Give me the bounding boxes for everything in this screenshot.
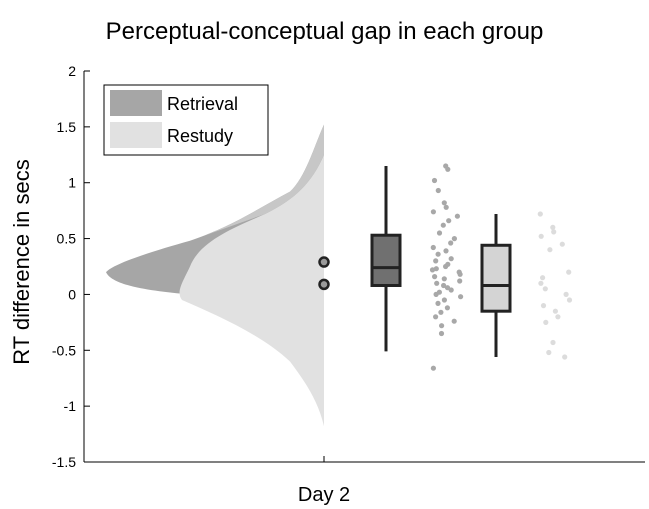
data-point-retrieval [451, 236, 457, 242]
data-point-restudy [538, 233, 544, 239]
data-point-retrieval [445, 166, 451, 172]
box-restudy [480, 243, 512, 313]
data-point-retrieval [457, 278, 463, 284]
chart-title: Perceptual-conceptual gap in each group [105, 18, 544, 45]
data-point-retrieval [443, 204, 449, 210]
data-point-retrieval [446, 218, 452, 224]
data-point-retrieval [441, 297, 447, 303]
data-point-retrieval [432, 274, 438, 280]
data-point-retrieval [435, 187, 441, 194]
data-point-retrieval [434, 280, 440, 286]
data-point-retrieval [444, 285, 451, 291]
data-point-restudy [555, 314, 561, 320]
data-point-restudy [540, 303, 547, 309]
data-point-retrieval [435, 300, 441, 306]
data-point-retrieval [435, 251, 441, 257]
legend-swatch-retrieval [110, 90, 162, 116]
data-point-retrieval [441, 276, 447, 282]
cloud-restudy [179, 154, 324, 427]
outlier-point [318, 278, 330, 291]
data-point-retrieval [441, 282, 447, 289]
y-tick-label: -0.5 [52, 342, 76, 358]
data-point-restudy [566, 269, 572, 275]
data-point-retrieval [433, 258, 439, 264]
data-point-retrieval [448, 240, 454, 246]
data-point-retrieval [433, 291, 439, 297]
data-point-retrieval [430, 365, 436, 371]
data-point-retrieval [441, 200, 447, 206]
data-point-retrieval [436, 230, 443, 236]
y-tick-label: 2 [68, 63, 76, 79]
y-tick-label: 0.5 [57, 231, 77, 247]
legend-swatch-restudy [110, 122, 162, 148]
data-point-retrieval [451, 318, 457, 324]
data-point-retrieval [457, 271, 463, 277]
data-point-restudy [550, 224, 556, 230]
outlier-point [318, 256, 330, 268]
data-point-retrieval [458, 294, 464, 300]
data-point-restudy [537, 211, 543, 217]
data-point-retrieval [438, 330, 445, 337]
data-point-restudy [543, 319, 549, 325]
axes: -1.5 -1 -0.5 0 0.5 1 1.5 2 [52, 63, 645, 470]
data-point-restudy [547, 247, 553, 253]
data-point-restudy [563, 291, 569, 297]
data-point-retrieval [438, 309, 444, 315]
data-point-retrieval [448, 287, 454, 293]
legend-label-retrieval: Retrieval [167, 94, 238, 114]
data-point-restudy [562, 354, 568, 360]
y-tick-label: -1 [64, 398, 77, 414]
data-point-retrieval [430, 209, 436, 215]
data-point-retrieval [430, 244, 436, 251]
data-point-restudy [552, 308, 559, 314]
data-point-restudy [542, 286, 548, 292]
data-point-retrieval [440, 222, 446, 228]
data-point-retrieval [443, 248, 449, 254]
box-retrieval [370, 233, 402, 287]
data-point-restudy [540, 275, 546, 281]
x-tick-label-day2: Day 2 [297, 484, 351, 506]
data-point-retrieval [433, 314, 439, 320]
data-point-retrieval [431, 177, 438, 184]
data-point-restudy [551, 229, 557, 235]
data-point-restudy [566, 297, 573, 303]
data-point-restudy [559, 241, 565, 247]
boxplots [318, 165, 512, 357]
y-tick-label: 0 [68, 286, 76, 302]
data-point-restudy [538, 280, 544, 286]
data-point-restudy [546, 349, 552, 356]
y-tick-label: 1 [68, 175, 76, 191]
data-point-retrieval [454, 213, 460, 219]
data-point-retrieval [448, 256, 454, 262]
legend: Retrieval Restudy [103, 84, 269, 156]
data-point-retrieval [444, 305, 450, 311]
data-point-restudy [550, 339, 556, 346]
density-clouds [106, 124, 324, 427]
y-tick-label: -1.5 [52, 454, 76, 470]
data-point-retrieval [439, 323, 445, 329]
data-point-retrieval [429, 267, 436, 273]
y-tick-label: 1.5 [57, 119, 77, 135]
scatter-points [429, 163, 573, 371]
legend-label-restudy: Restudy [167, 126, 233, 146]
data-point-retrieval [443, 263, 449, 270]
